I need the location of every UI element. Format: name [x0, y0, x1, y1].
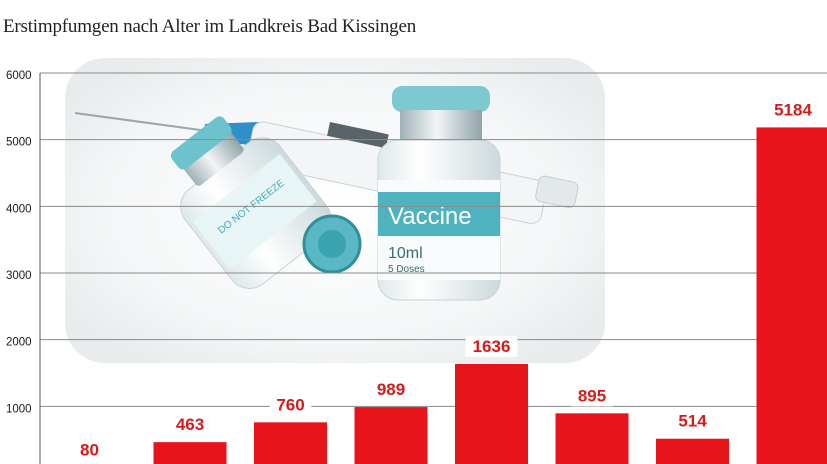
vaccine-photo-illustration: DO NOT FREEZE Vaccine 10ml 5 Doses	[65, 58, 605, 363]
y-tick-label: 6000	[6, 70, 32, 82]
bar-value-label: 514	[678, 412, 707, 431]
y-tick-label: 5000	[6, 137, 32, 149]
bar	[756, 127, 827, 464]
chart-title: Erstimpfumgen nach Alter im Landkreis Ba…	[3, 16, 416, 37]
bar-value-label: 895	[578, 386, 606, 405]
y-tick-label: 4000	[6, 203, 32, 215]
bar	[254, 422, 327, 464]
bar-value-label: 989	[377, 380, 405, 399]
bar	[153, 442, 227, 464]
bar-value-label: 80	[80, 441, 99, 460]
bar	[354, 407, 428, 464]
tipped-vial-icon: DO NOT FREEZE	[170, 116, 332, 289]
bar-label-background	[370, 379, 412, 401]
bar-label-background	[465, 335, 518, 357]
bar	[555, 413, 629, 464]
bar-value-label: 5184	[774, 100, 812, 119]
bar-value-label: 760	[276, 395, 304, 414]
bars	[153, 127, 827, 464]
bar-label-background	[269, 394, 312, 416]
bar-labels: 80 463 760 989 1636 895 514 5184	[74, 99, 819, 461]
svg-text:Vaccine: Vaccine	[388, 203, 472, 230]
bar-label-background	[169, 414, 211, 436]
bar-value-label: 463	[176, 415, 204, 434]
bar-label-background	[571, 385, 613, 407]
bar-label-background	[671, 410, 714, 432]
bar	[455, 363, 528, 464]
upright-vial-icon: Vaccine 10ml 5 Doses	[377, 86, 501, 301]
gridlines	[40, 72, 827, 407]
y-tick-label: 1000	[6, 403, 32, 415]
y-tick-label: 2000	[6, 337, 32, 349]
bar-label-background	[74, 439, 105, 461]
bar-value-label: 1636	[473, 337, 511, 356]
svg-text:5 Doses: 5 Doses	[388, 264, 425, 275]
bar-label-background	[767, 99, 819, 121]
y-axis: 1000 2000 3000 4000 5000 6000	[6, 70, 41, 464]
bar	[656, 438, 729, 464]
y-tick-label: 3000	[6, 270, 32, 282]
svg-text:10ml: 10ml	[388, 245, 423, 262]
